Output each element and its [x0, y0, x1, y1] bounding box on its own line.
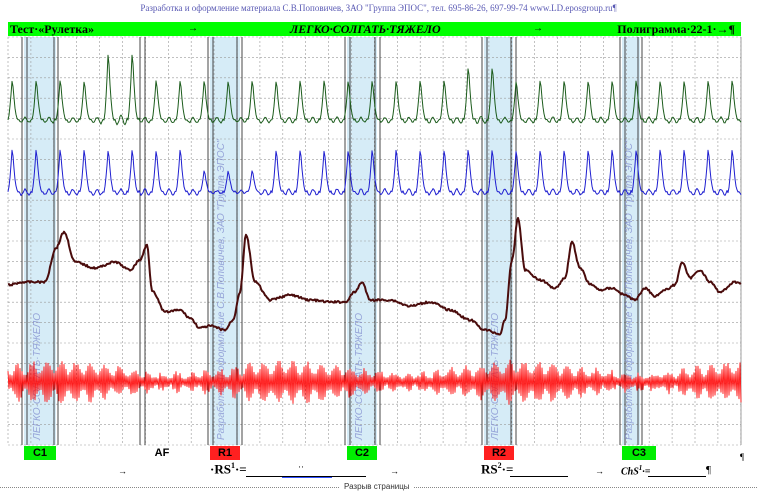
stimulus-label: C1	[24, 446, 56, 460]
chs-blank	[648, 476, 706, 477]
test-name: Тест·«Рулетка»	[10, 22, 94, 36]
stimulus-label: AF	[150, 446, 174, 460]
rs1-label: ·RS1·=	[210, 461, 247, 477]
rs1-eq: ·=	[234, 461, 247, 477]
bottom-arrow: →	[118, 466, 127, 476]
pilcrow-end: ¶	[740, 452, 745, 462]
header-bar: Тест·«Рулетка» → ЛЕГКО·СОЛГАТЬ·ТЯЖЕЛО → …	[8, 22, 741, 36]
channel-cardio	[7, 359, 742, 405]
rs1-sup: 1	[230, 461, 235, 470]
channel-gsr	[7, 217, 742, 336]
chs-eq: ·=	[642, 466, 651, 478]
rs2-blank	[510, 476, 568, 477]
pilcrow: ¶	[706, 464, 711, 476]
rs1-blank	[246, 476, 366, 477]
channel-respiration-lower	[7, 149, 742, 196]
rs1-text: ·RS	[210, 461, 231, 477]
channel-respiration-upper	[7, 54, 742, 126]
chs-sup: 1	[638, 464, 643, 472]
header-arrow: →	[533, 23, 543, 34]
page-break: Разрыв страницы	[0, 482, 757, 492]
rs2-text: RS	[481, 461, 498, 477]
page-break-label: Разрыв страницы	[340, 482, 414, 491]
dots: ··	[298, 462, 304, 472]
bottom-arrow: →	[390, 466, 399, 476]
stimulus-label: C2	[347, 446, 377, 460]
rs1-blank-accent	[282, 477, 332, 478]
bottom-arrow: →	[595, 466, 604, 476]
watermark-text: Разработка и оформление С.В.Поповичев, З…	[623, 139, 635, 440]
stimulus-label: C3	[622, 446, 656, 460]
stimulus-label: R2	[484, 446, 514, 460]
rs2-eq: ·=	[501, 461, 514, 477]
author-credit: Разработка и оформление материала С.В.По…	[140, 3, 617, 13]
rs2-label: RS2·=	[481, 461, 513, 477]
rs2-sup: 2	[497, 461, 502, 470]
header-scale: ЛЕГКО·СОЛГАТЬ·ТЯЖЕЛО	[290, 22, 441, 36]
stimulus-label: R1	[210, 446, 240, 460]
header-arrow: →	[188, 23, 198, 34]
chs-text: ChS	[621, 466, 639, 478]
chs-label: ChS1·=	[621, 464, 651, 477]
watermark-text: Разработка и оформление С.В.Поповичев, З…	[215, 139, 227, 440]
polygram-number: Полиграмма·22-1·→¶	[617, 22, 735, 36]
